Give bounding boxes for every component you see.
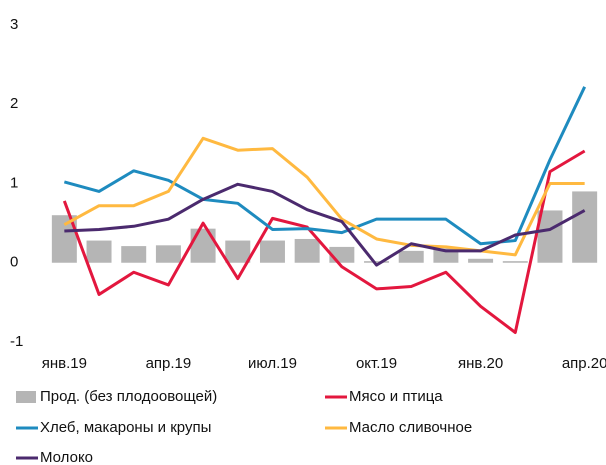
legend-label: Мясо и птица	[349, 388, 443, 405]
y-tick-label: 1	[10, 174, 18, 191]
legend-label: Хлеб, макароны и крупы	[40, 419, 211, 436]
x-tick-label: апр.20	[562, 355, 606, 372]
bar	[155, 245, 181, 263]
bar	[225, 240, 251, 263]
x-tick-label: янв.19	[42, 355, 87, 372]
y-tick-label: 0	[10, 254, 18, 271]
legend-label: Масло сливочное	[349, 419, 472, 436]
legend-swatch	[16, 391, 36, 403]
bar	[294, 238, 320, 263]
bar	[468, 258, 494, 263]
bar	[537, 210, 563, 263]
x-tick-label: янв.20	[458, 355, 503, 372]
y-tick-label: -1	[10, 333, 23, 350]
x-tick-label: июл.19	[248, 355, 297, 372]
bar	[398, 250, 424, 263]
y-tick-label: 2	[10, 95, 18, 112]
bar	[86, 240, 112, 263]
x-tick-label: апр.19	[146, 355, 192, 372]
bar	[190, 228, 216, 263]
bar	[502, 261, 528, 263]
bar	[364, 261, 390, 263]
legend-label: Молоко	[40, 449, 93, 465]
line	[63, 86, 587, 246]
bar	[572, 191, 598, 263]
x-tick-label: окт.19	[356, 355, 397, 372]
line	[63, 136, 585, 257]
bar	[121, 246, 147, 263]
bar	[259, 240, 285, 263]
legend-label: Прод. (без плодоовощей)	[40, 388, 217, 405]
y-tick-label: 3	[10, 16, 18, 33]
line	[64, 182, 586, 267]
line	[62, 149, 586, 334]
